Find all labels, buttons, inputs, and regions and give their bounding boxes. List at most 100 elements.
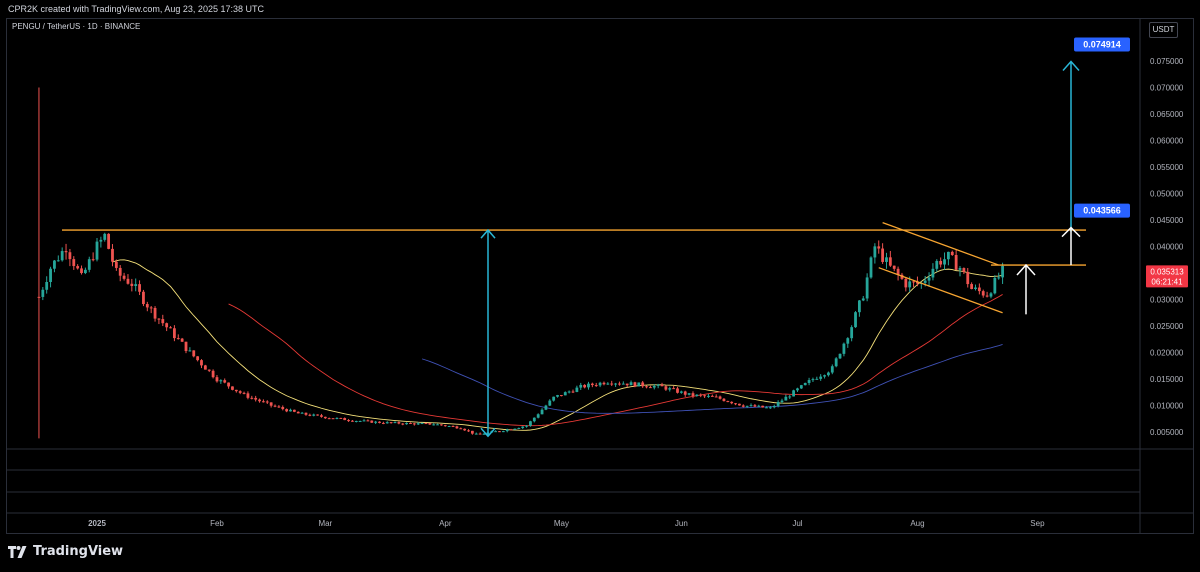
- price-tick-label: 0.065000: [1150, 110, 1184, 119]
- candle-body: [830, 366, 834, 373]
- candle-body: [203, 365, 207, 370]
- candle-body: [842, 343, 846, 354]
- candle-body: [621, 383, 625, 385]
- candle-body: [64, 251, 68, 253]
- candle-body: [300, 412, 304, 414]
- candle-body: [877, 246, 881, 249]
- candle-body: [188, 350, 192, 352]
- candle-body: [776, 402, 780, 406]
- candle-body: [676, 388, 679, 393]
- candle-body: [250, 397, 254, 399]
- candle-body: [134, 284, 138, 287]
- time-tick-label: Aug: [910, 519, 924, 528]
- price-tick-label: 0.030000: [1150, 296, 1184, 305]
- candle-body: [161, 319, 165, 324]
- candle-body: [571, 391, 575, 393]
- candle-body: [687, 393, 691, 395]
- candle-body: [846, 338, 850, 344]
- ema-short-line: [112, 259, 1003, 431]
- candle-body: [799, 385, 803, 389]
- candle-body: [939, 260, 943, 265]
- candle-body: [583, 384, 587, 388]
- candle-body: [401, 423, 405, 425]
- candle-body: [532, 417, 536, 422]
- candle-body: [196, 356, 200, 361]
- candle-body: [854, 312, 857, 328]
- candle-body: [827, 372, 830, 376]
- candle-body: [83, 269, 87, 274]
- candle-body: [432, 424, 436, 426]
- candle-body: [91, 259, 95, 261]
- time-tick-label: 2025: [88, 519, 106, 528]
- candle-body: [192, 350, 196, 357]
- price-tick-label: 0.015000: [1150, 375, 1184, 384]
- currency-button[interactable]: USDT: [1149, 22, 1178, 38]
- target-price-label-text: 0.074914: [1083, 39, 1121, 49]
- candle-body: [207, 369, 211, 371]
- candle-body: [788, 396, 792, 398]
- candle-body: [993, 277, 997, 294]
- candle-body: [351, 420, 354, 422]
- price-axis[interactable]: 0.075000 0.070000 0.065000 0.060000 0.055000…: [1150, 57, 1184, 437]
- moving-averages: [112, 259, 1003, 431]
- candle-body: [478, 433, 482, 435]
- candle-body: [509, 429, 513, 431]
- target-price-label-bg: [1074, 37, 1130, 52]
- candle-body: [540, 409, 544, 415]
- channel-arrow-head: [1016, 263, 1036, 276]
- candle-body: [482, 433, 486, 435]
- candle-body: [668, 388, 672, 390]
- candle-body: [122, 275, 126, 279]
- candle-body: [80, 268, 83, 274]
- candle-body: [757, 405, 761, 407]
- current-price-badge: [1146, 265, 1188, 288]
- candle-body: [200, 360, 203, 366]
- candle-body: [412, 423, 416, 425]
- candle-body: [637, 382, 641, 387]
- candle-body: [242, 392, 246, 394]
- candle-body: [823, 375, 826, 377]
- price-tick-label: 0.005000: [1150, 428, 1184, 437]
- candle-body: [958, 268, 962, 270]
- price-tick-label: 0.060000: [1150, 137, 1184, 146]
- candle-body: [262, 401, 265, 403]
- candle-body: [358, 420, 362, 422]
- channel-upper-line: [882, 222, 999, 266]
- candle-body: [780, 400, 784, 403]
- candle-body: [451, 426, 455, 428]
- candle-body: [544, 405, 548, 410]
- candle-body: [320, 415, 323, 417]
- candle-body: [819, 376, 823, 379]
- candle-body: [649, 387, 652, 389]
- candle-body: [656, 384, 660, 386]
- candle-body: [896, 268, 900, 275]
- time-tick-label: May: [554, 519, 569, 528]
- candle-body: [513, 428, 517, 430]
- price-tick-label: 0.055000: [1150, 163, 1184, 172]
- tradingview-logo[interactable]: TradingView: [8, 544, 123, 559]
- candle-body: [521, 426, 525, 428]
- candle-body: [130, 283, 134, 287]
- candle-body: [343, 418, 347, 421]
- candle-body: [316, 414, 319, 416]
- candle-body: [885, 257, 888, 262]
- candle-body: [505, 429, 509, 432]
- candle-body: [811, 379, 815, 381]
- candle-body: [436, 424, 439, 426]
- candle-body: [103, 233, 107, 240]
- candle-body: [904, 278, 908, 288]
- candle-body: [749, 405, 753, 407]
- candle-body: [60, 251, 64, 261]
- candle-body: [374, 421, 378, 423]
- candle-body: [420, 423, 424, 425]
- tradingview-icon: [8, 545, 27, 558]
- candle-body: [579, 384, 583, 388]
- candle-body: [888, 257, 892, 266]
- breakout-price-label: 0.043566: [1074, 203, 1130, 218]
- candle-body: [95, 241, 99, 260]
- candle-body: [211, 370, 215, 378]
- time-axis[interactable]: 2025 Feb Mar Apr May Jun Jul Aug Sep: [88, 519, 1045, 528]
- candle-body: [683, 391, 687, 395]
- candle-body: [397, 422, 401, 424]
